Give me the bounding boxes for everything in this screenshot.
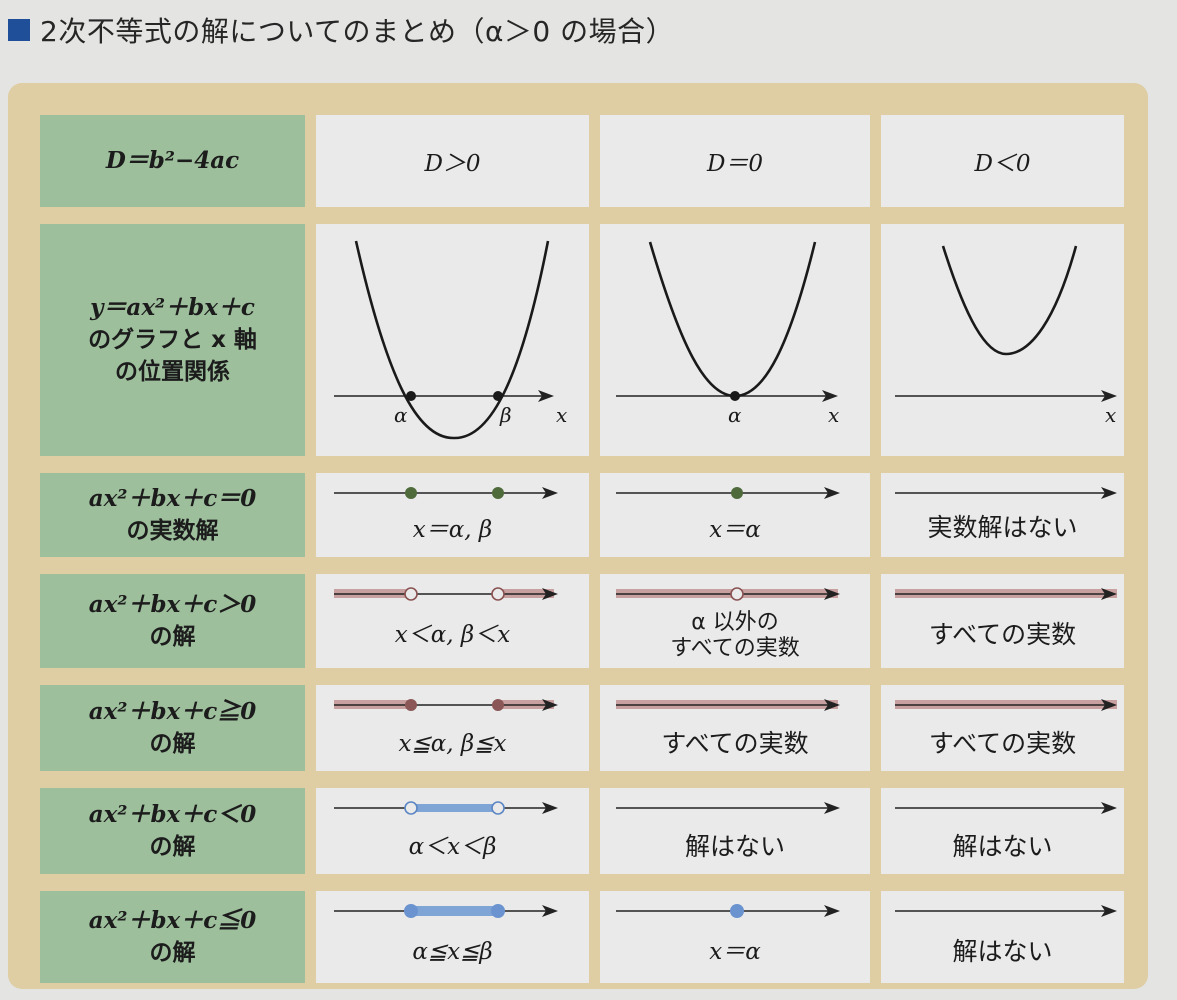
- row-equation-label: ax²＋bx＋c＝0 の実数解: [40, 473, 305, 557]
- row-less-label-line1: ax²＋bx＋c＜0: [88, 801, 257, 828]
- row-greater-label-line1: ax²＋bx＋c＞0: [88, 591, 257, 618]
- header-d-positive: D＞0: [316, 115, 589, 207]
- row-less-equal-label-line2: の解: [149, 940, 196, 966]
- solution-text: 解はない: [952, 832, 1053, 861]
- row-greater-equal-label-line1: ax²＋bx＋c≧0: [88, 698, 257, 725]
- parabola-no-root-icon: x: [895, 245, 1117, 427]
- row-equation-label-line2: の実数解: [126, 518, 219, 544]
- less-equal-d-negative: 解はない: [881, 891, 1124, 983]
- equation-d-negative: 実数解はない: [881, 473, 1124, 557]
- parabola-two-roots-icon: α β x: [334, 240, 567, 440]
- number-line-all-real-icon: [616, 699, 840, 711]
- graph-row-label-line2: のグラフと x 軸: [88, 327, 257, 353]
- greater-d-negative: すべての実数: [881, 574, 1124, 668]
- summary-table: D＝b²−4ac D＞0 D＝0 D＜0 y＝ax²＋bx＋c のグラフと x …: [40, 115, 1124, 983]
- number-line-icon: [616, 802, 840, 814]
- less-d-positive: α＜x＜β: [316, 788, 589, 874]
- svg-text:x: x: [828, 403, 839, 427]
- row-less-label: ax²＋bx＋c＜0 の解: [40, 788, 305, 874]
- header-d-zero: D＝0: [600, 115, 870, 207]
- number-line-all-but-one-icon: [616, 587, 840, 601]
- number-line-between-closed-icon: [334, 904, 558, 918]
- row-less-equal-label: ax²＋bx＋c≦0 の解: [40, 891, 305, 983]
- section-title: 2次不等式の解についてのまとめ（α＞0 の場合）: [8, 10, 674, 50]
- row-equation-label-line1: ax²＋bx＋c＝0: [88, 485, 257, 512]
- solution-text: すべての実数: [928, 729, 1077, 758]
- row-greater-label-line2: の解: [149, 624, 196, 650]
- equation-d-zero: x＝α: [600, 473, 870, 557]
- number-line-outside-open-icon: [334, 587, 558, 601]
- solution-text: x＜α, β＜x: [394, 622, 511, 648]
- less-equal-d-zero: x＝α: [600, 891, 870, 983]
- row-less-label-line2: の解: [149, 834, 196, 860]
- svg-text:x: x: [1105, 403, 1116, 427]
- graph-row-label-line1: y＝ax²＋bx＋c: [90, 294, 255, 321]
- equation-d-positive: x＝α, β: [316, 473, 589, 557]
- solution-text: すべての実数: [661, 729, 809, 758]
- number-line-single-point-icon: [616, 904, 840, 918]
- number-line-icon: [895, 905, 1117, 917]
- row-greater-equal-label-line2: の解: [149, 731, 196, 757]
- number-line-all-real-icon: [895, 699, 1117, 711]
- solution-text: x≦α, β≦x: [398, 731, 507, 757]
- svg-text:α: α: [728, 403, 742, 427]
- number-line-all-real-icon: [895, 588, 1117, 600]
- solution-text: α＜x＜β: [408, 834, 497, 860]
- greater-equal-d-positive: x≦α, β≦x: [316, 685, 589, 771]
- svg-text:α: α: [394, 403, 408, 427]
- solution-text: x＝α: [709, 939, 761, 965]
- blue-square-bullet-icon: [8, 19, 30, 41]
- less-d-negative: 解はない: [881, 788, 1124, 874]
- number-line-one-root-icon: [616, 487, 840, 499]
- less-d-zero: 解はない: [600, 788, 870, 874]
- solution-text: x＝α, β: [412, 517, 493, 543]
- solution-text: 実数解はない: [927, 513, 1078, 542]
- graph-d-positive: α β x: [316, 224, 589, 456]
- graph-row-label: y＝ax²＋bx＋c のグラフと x 軸 の位置関係: [40, 224, 305, 456]
- row-less-equal-label-line1: ax²＋bx＋c≦0: [88, 907, 257, 934]
- solution-text-line2: すべての実数: [670, 636, 800, 661]
- greater-equal-d-zero: すべての実数: [600, 685, 870, 771]
- greater-d-positive: x＜α, β＜x: [316, 574, 589, 668]
- number-line-icon: [895, 802, 1117, 814]
- section-title-text: 2次不等式の解についてのまとめ（α＞0 の場合）: [40, 15, 675, 48]
- solution-text-line1: α 以外の: [691, 610, 779, 635]
- svg-text:x: x: [556, 403, 567, 427]
- graph-row-label-line3: の位置関係: [115, 359, 230, 385]
- less-equal-d-positive: α≦x≦β: [316, 891, 589, 983]
- number-line-icon: [895, 487, 1117, 499]
- solution-text: 解はない: [952, 937, 1053, 966]
- column-label-d-negative: D＜0: [974, 151, 1031, 177]
- row-greater-label: ax²＋bx＋c＞0 の解: [40, 574, 305, 668]
- header-d-negative: D＜0: [881, 115, 1124, 207]
- parabola-one-root-icon: α x: [616, 241, 839, 427]
- solution-text: α≦x≦β: [412, 939, 493, 965]
- solution-text: x＝α: [709, 517, 761, 543]
- header-discriminant-label: D＝b²−4ac: [40, 115, 305, 207]
- row-greater-equal-label: ax²＋bx＋c≧0 の解: [40, 685, 305, 771]
- number-line-outside-closed-icon: [334, 699, 558, 711]
- column-label-d-positive: D＞0: [424, 151, 481, 177]
- discriminant-formula: D＝b²−4ac: [105, 147, 240, 174]
- column-label-d-zero: D＝0: [706, 151, 764, 177]
- graph-d-zero: α x: [600, 224, 870, 456]
- solution-text: 解はない: [684, 832, 785, 861]
- number-line-between-open-icon: [334, 801, 558, 815]
- graph-d-negative: x: [881, 224, 1124, 456]
- greater-d-zero: α 以外の すべての実数: [600, 574, 870, 668]
- svg-text:β: β: [499, 403, 512, 427]
- number-line-two-roots-icon: [334, 487, 558, 499]
- solution-text: すべての実数: [928, 620, 1077, 649]
- greater-equal-d-negative: すべての実数: [881, 685, 1124, 771]
